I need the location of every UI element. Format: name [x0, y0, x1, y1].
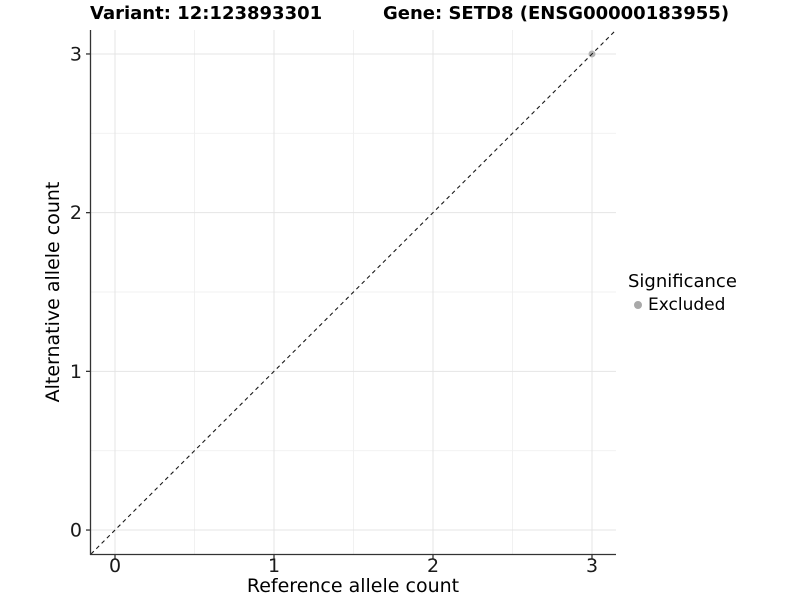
y-axis-title: Alternative allele count [42, 181, 64, 403]
y-tick-label: 1 [70, 361, 82, 383]
x-tick-label: 2 [427, 555, 439, 577]
legend-title: Significance [628, 271, 737, 292]
plot-title-variant: Variant: 12:123893301 [90, 3, 323, 24]
legend-key-circle-icon [634, 301, 642, 309]
x-axis-title: Reference allele count [246, 575, 460, 597]
y-tick-label: 3 [70, 43, 82, 65]
x-tick-label: 1 [268, 555, 280, 577]
identity-line [90, 29, 617, 555]
y-tick-label: 2 [70, 202, 82, 224]
x-tick-label: 3 [586, 555, 598, 577]
legend-item-excluded: Excluded [628, 295, 737, 315]
y-tick-label: 0 [70, 520, 82, 542]
x-tick-label: 0 [109, 555, 121, 577]
legend: Significance Excluded [628, 271, 737, 315]
legend-item-label: Excluded [648, 295, 726, 315]
plot-title-gene: Gene: SETD8 (ENSG00000183955) [383, 3, 730, 24]
plot-title: Variant: 12:123893301 Gene: SETD8 (ENSG0… [0, 3, 800, 27]
